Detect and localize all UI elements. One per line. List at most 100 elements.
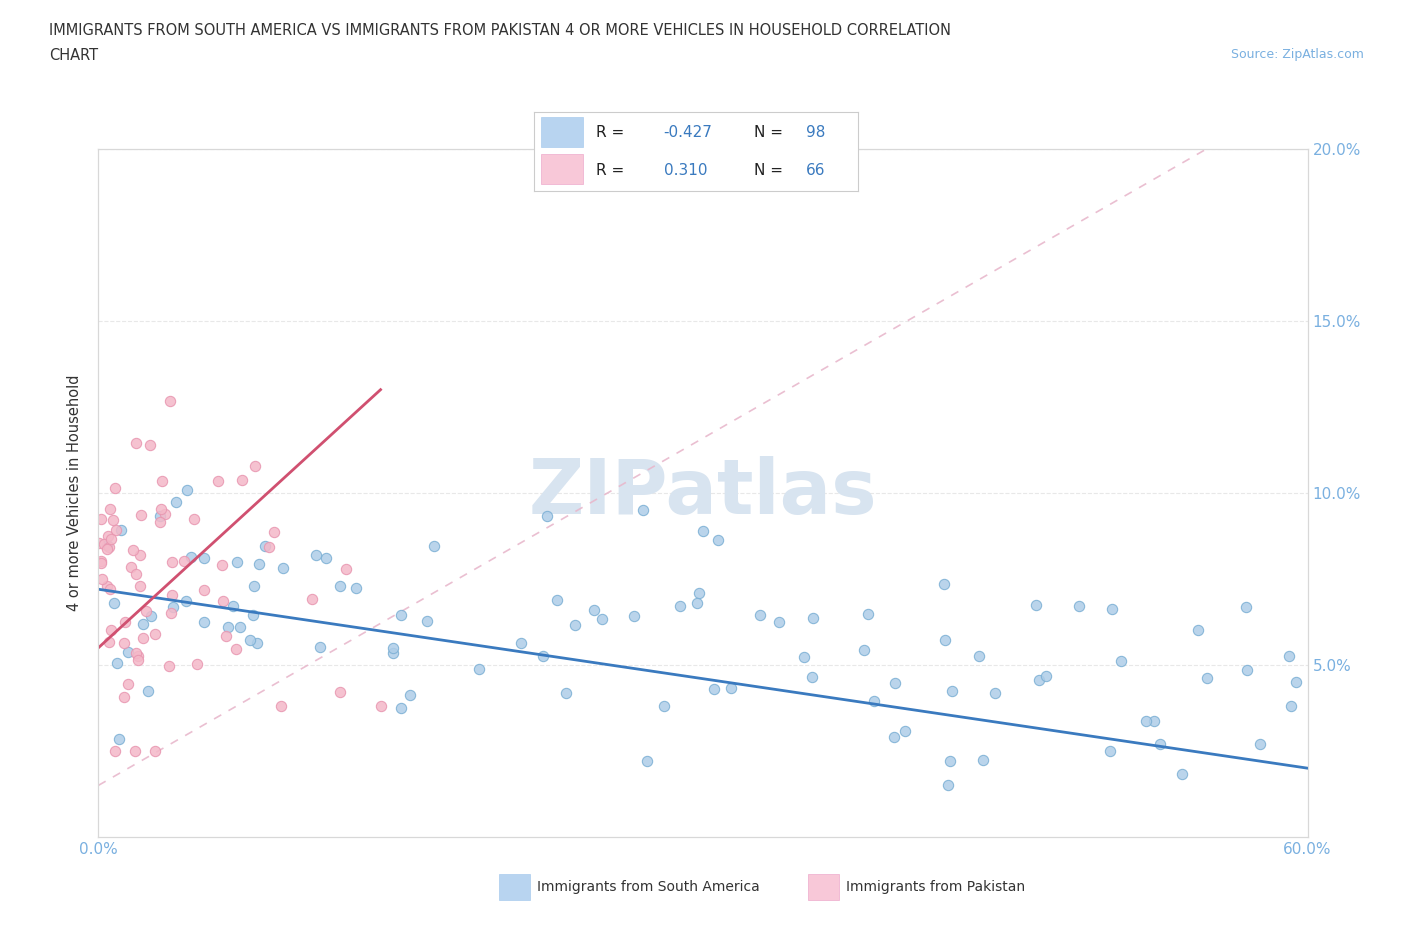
Point <box>96 542 118 557</box>
Point <box>1249 737 1271 751</box>
Y-axis label: 4 or more Vehicles in Household: 4 or more Vehicles in Household <box>67 375 83 611</box>
Point <box>972 752 994 767</box>
Point <box>1069 598 1091 613</box>
Point <box>856 606 879 621</box>
Point <box>215 629 238 644</box>
Point <box>1195 671 1218 685</box>
Text: IMMIGRANTS FROM SOUTH AMERICA VS IMMIGRANTS FROM PAKISTAN 4 OR MORE VEHICLES IN : IMMIGRANTS FROM SOUTH AMERICA VS IMMIGRA… <box>49 23 952 38</box>
Point <box>941 684 963 698</box>
Point <box>103 596 125 611</box>
Point <box>382 645 405 660</box>
Point <box>135 604 157 618</box>
Point <box>225 641 247 656</box>
Point <box>983 685 1005 700</box>
Point <box>231 472 253 487</box>
Point <box>301 591 323 606</box>
Point <box>103 512 125 527</box>
Point <box>108 731 131 746</box>
Text: Source: ZipAtlas.com: Source: ZipAtlas.com <box>1230 48 1364 61</box>
Point <box>173 553 195 568</box>
Text: Immigrants from South America: Immigrants from South America <box>537 880 759 895</box>
Point <box>270 699 292 714</box>
Text: R =: R = <box>596 125 628 140</box>
Point <box>707 533 730 548</box>
Point <box>100 623 122 638</box>
Point <box>90 553 112 568</box>
Point <box>883 730 905 745</box>
Point <box>344 580 367 595</box>
Point <box>652 698 675 713</box>
Point <box>211 558 233 573</box>
Text: 98: 98 <box>806 125 825 140</box>
Point <box>100 531 122 546</box>
Point <box>212 594 235 609</box>
Point <box>90 556 112 571</box>
Point <box>335 562 357 577</box>
Point <box>162 599 184 614</box>
Point <box>370 698 392 713</box>
Point <box>150 473 173 488</box>
Point <box>176 483 198 498</box>
Point <box>536 509 558 524</box>
Point <box>668 599 690 614</box>
Point <box>136 684 159 698</box>
Point <box>127 652 149 667</box>
Point <box>1236 663 1258 678</box>
Point <box>1170 766 1192 781</box>
Point <box>793 650 815 665</box>
Point <box>254 538 277 553</box>
Point <box>853 643 876 658</box>
Point <box>160 588 183 603</box>
Point <box>884 675 907 690</box>
Point <box>309 639 332 654</box>
Text: 66: 66 <box>806 163 825 178</box>
Point <box>1285 674 1308 689</box>
FancyBboxPatch shape <box>541 154 582 184</box>
Point <box>125 566 148 581</box>
Point <box>149 508 172 523</box>
Point <box>117 676 139 691</box>
Point <box>329 685 352 700</box>
Point <box>193 582 215 597</box>
Point <box>239 632 262 647</box>
Point <box>153 507 176 522</box>
Point <box>636 754 658 769</box>
Text: -0.427: -0.427 <box>664 125 713 140</box>
Point <box>122 542 145 557</box>
Point <box>132 617 155 631</box>
Point <box>803 610 825 625</box>
Point <box>531 648 554 663</box>
Point <box>692 524 714 538</box>
Point <box>90 512 112 526</box>
Point <box>120 560 142 575</box>
Point <box>893 724 915 738</box>
Point <box>193 551 215 565</box>
Point <box>97 528 120 543</box>
Point <box>105 656 128 671</box>
Point <box>554 686 576 701</box>
Point <box>245 636 267 651</box>
Point <box>129 508 152 523</box>
Point <box>150 502 173 517</box>
Point <box>934 633 956 648</box>
Point <box>1135 713 1157 728</box>
Point <box>104 523 127 538</box>
Point <box>157 658 180 673</box>
Point <box>768 615 790 630</box>
Point <box>132 631 155 645</box>
Point <box>688 586 710 601</box>
Point <box>112 635 135 650</box>
Point <box>149 514 172 529</box>
Point <box>93 537 115 551</box>
Point <box>967 649 990 664</box>
Point <box>98 634 121 649</box>
Point <box>1035 669 1057 684</box>
Point <box>633 503 655 518</box>
Point <box>117 644 139 659</box>
Point <box>139 609 162 624</box>
Point <box>217 620 239 635</box>
Point <box>160 605 183 620</box>
Point <box>174 594 197 609</box>
Point <box>103 744 125 759</box>
Point <box>229 620 252 635</box>
